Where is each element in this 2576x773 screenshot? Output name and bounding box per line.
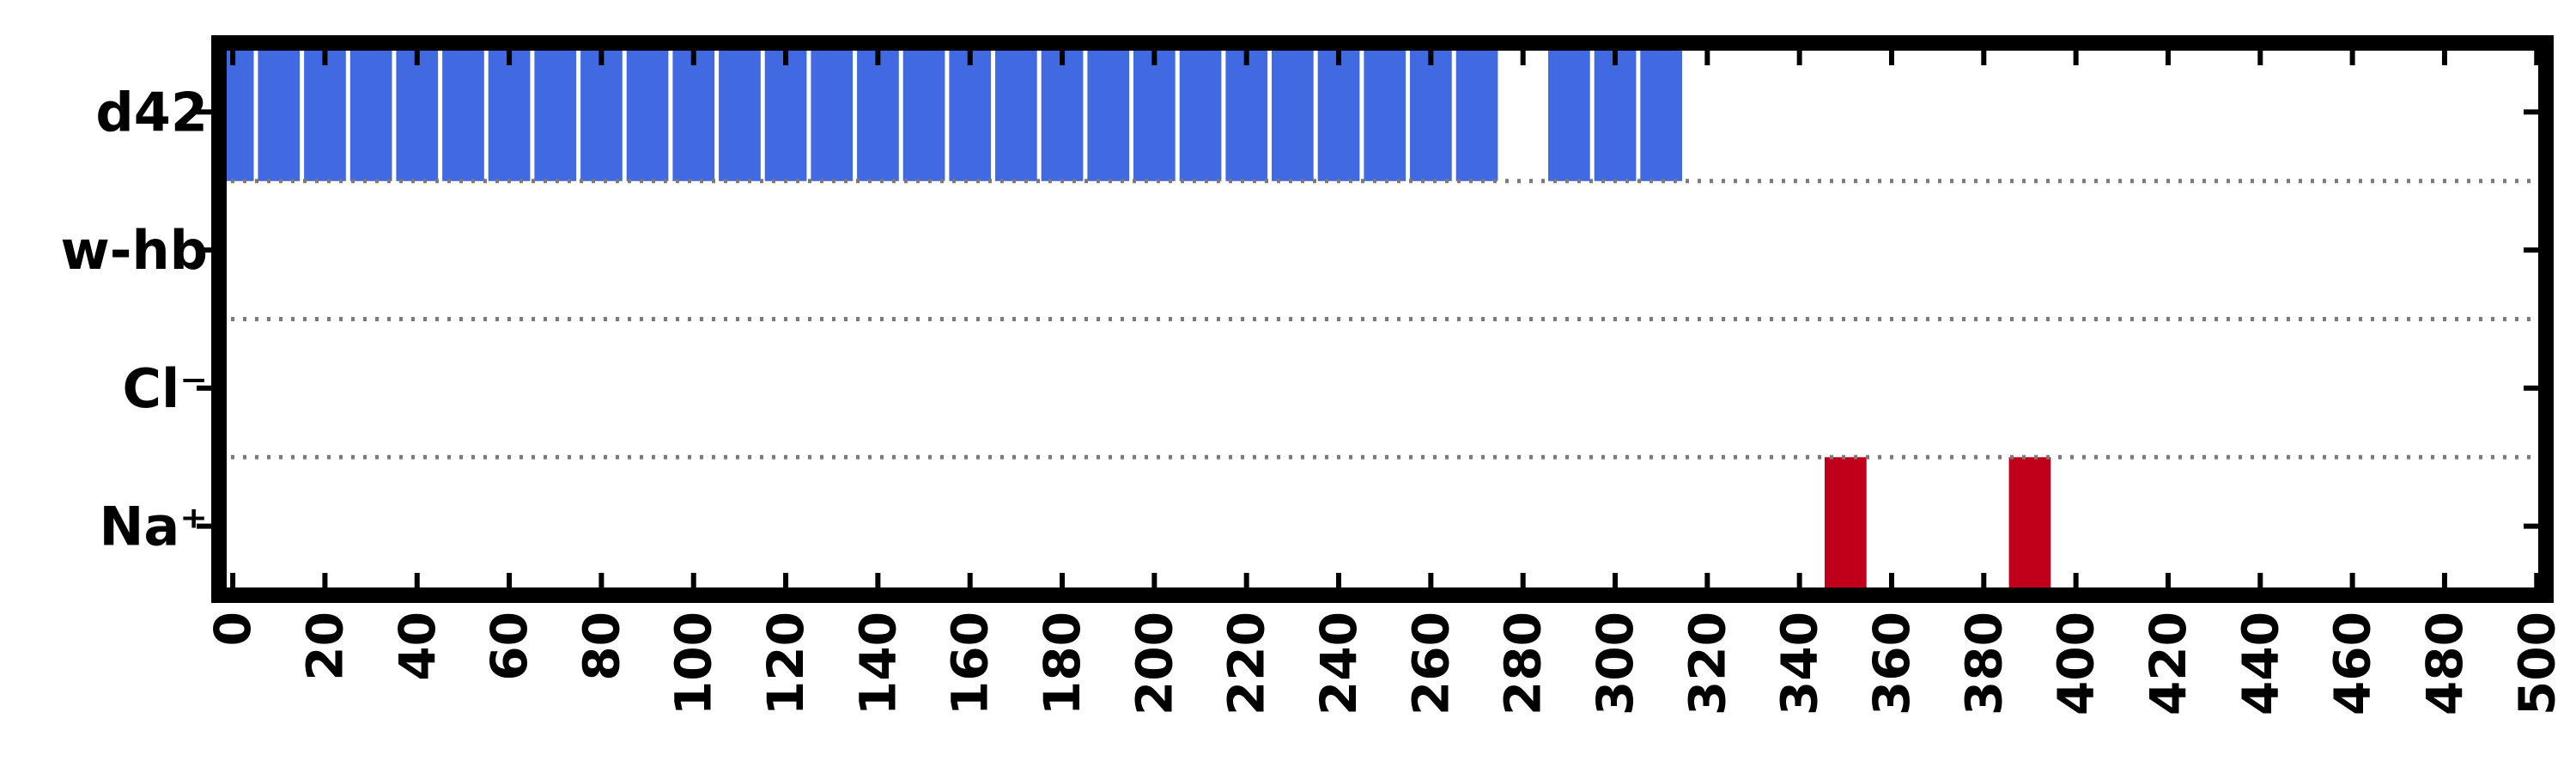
bar-d42-190 — [1087, 43, 1130, 181]
plot-frame — [211, 35, 2554, 603]
bar-d42-290 — [1548, 43, 1590, 181]
bar-d42-240 — [1317, 43, 1360, 181]
bar-d42-180 — [1041, 43, 1084, 181]
bar-d42-210 — [1179, 43, 1222, 181]
x-tick-label: 420 — [2139, 612, 2197, 715]
x-tick-label: 200 — [1125, 612, 1183, 715]
y-tick-label-2: Cl⁻ — [123, 357, 208, 420]
bar-d42-20 — [304, 43, 346, 181]
bar-Na⁺-350 — [1825, 457, 1867, 596]
x-tick-labels: 0 20 40 60 80 100 120 140 160 180 200 220 240 260 280 3… — [204, 612, 2566, 715]
bar-d42-160 — [949, 43, 992, 181]
x-tick-label: 440 — [2231, 612, 2289, 715]
x-tick-label: 240 — [1309, 612, 1368, 715]
x-tick-label: 120 — [756, 612, 815, 715]
bar-d42-170 — [995, 43, 1037, 181]
x-tick-label: 80 — [572, 612, 630, 681]
x-tick-label: 340 — [1771, 612, 1829, 715]
bar-d42-310 — [1640, 43, 1682, 181]
bar-d42-100 — [672, 43, 715, 181]
bar-d42-200 — [1133, 43, 1176, 181]
x-tick-label: 160 — [941, 612, 999, 715]
bar-Na⁺-390 — [2008, 457, 2051, 596]
grid-separators — [219, 179, 2546, 460]
bar-d42-230 — [1272, 43, 1314, 181]
bar-d42-60 — [488, 43, 531, 181]
bar-d42-120 — [764, 43, 807, 181]
y-tick-label-1: w-hb — [60, 219, 208, 282]
bar-d42-80 — [580, 43, 623, 181]
x-tick-label: 380 — [1954, 612, 2013, 715]
bars-layer — [211, 43, 2051, 596]
x-tick-label: 140 — [848, 612, 907, 715]
bar-d42-150 — [902, 43, 945, 181]
bar-d42-50 — [442, 43, 484, 181]
bar-d42-10 — [258, 43, 301, 181]
y-tick-label-0: d42 — [95, 81, 208, 143]
x-tick-label: 100 — [665, 612, 723, 715]
x-tick-label: 220 — [1218, 612, 1276, 715]
bar-d42-300 — [1594, 43, 1637, 181]
x-tick-label: 40 — [388, 612, 447, 681]
bar-d42-250 — [1364, 43, 1406, 181]
y-tick-labels: d42 w-hb Cl⁻ Na⁺ — [60, 81, 208, 557]
x-tick-label: 460 — [2324, 612, 2382, 715]
bar-d42-30 — [349, 43, 392, 181]
x-tick-label: 280 — [1494, 612, 1552, 715]
x-tick-label: 320 — [1678, 612, 1736, 715]
x-tick-label: 300 — [1586, 612, 1644, 715]
bar-d42-140 — [857, 43, 899, 181]
bar-d42-70 — [534, 43, 577, 181]
x-tick-label: 360 — [1862, 612, 1921, 715]
bar-d42-40 — [396, 43, 439, 181]
y-tick-label-3: Na⁺ — [100, 496, 208, 558]
bar-d42-90 — [626, 43, 669, 181]
x-tick-label: 480 — [2415, 612, 2474, 715]
bar-d42-270 — [1455, 43, 1498, 181]
x-tick-label: 180 — [1033, 612, 1091, 715]
bar-d42-130 — [811, 43, 854, 181]
x-tick-label: 500 — [2507, 612, 2566, 715]
x-tick-label: 20 — [295, 612, 354, 681]
bar-d42-110 — [719, 43, 761, 181]
x-tick-label: 400 — [2047, 612, 2105, 715]
x-tick-label: 60 — [480, 612, 538, 681]
x-tick-label: 0 — [204, 612, 262, 646]
bar-d42-260 — [1410, 43, 1452, 181]
x-tick-label: 260 — [1401, 612, 1460, 715]
bar-d42-220 — [1225, 43, 1268, 181]
